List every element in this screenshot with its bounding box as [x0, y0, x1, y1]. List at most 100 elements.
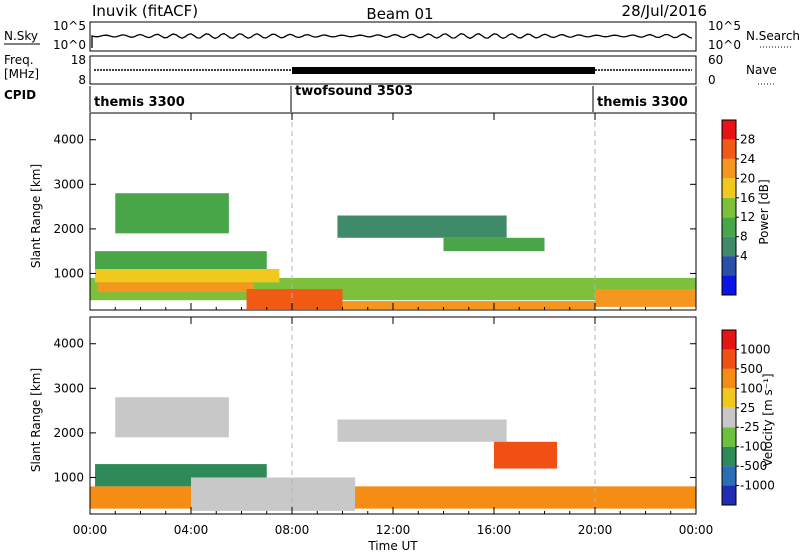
freq-label: Freq.: [4, 53, 34, 67]
y-tick-label: 4000: [53, 337, 84, 351]
power-colorbar: 28 24 20 16 12 8 4: [721, 119, 755, 296]
x-tick-label: 08:00: [275, 523, 310, 537]
colorbar-frame: [721, 329, 737, 506]
power-region: [95, 268, 280, 283]
power-y-ticks: 1000 2000 3000 4000: [53, 133, 696, 280]
colorbar-segment: [722, 139, 736, 159]
colorbar-tick-label: 20: [740, 171, 755, 185]
power-region: [443, 237, 545, 252]
colorbar-segment: [722, 217, 736, 237]
velocity-region: [337, 419, 507, 442]
velocity-y-axis-label: Slant Range [km]: [29, 368, 43, 472]
colorbar-segment: [722, 275, 736, 295]
power-gridlines: [291, 113, 596, 310]
colorbar-tick-label: 4: [740, 249, 748, 263]
power-region: [337, 215, 507, 238]
velocity-heatmap: [90, 397, 696, 511]
nsky-noise-line: [91, 32, 693, 48]
freq-left-tick-top: 18: [71, 53, 86, 67]
colorbar-tick-label: 1000: [740, 342, 771, 356]
nave-label: Nave: [746, 63, 777, 77]
colorbar-tick-label: -1000: [740, 479, 775, 493]
velocity-panel: 1000 2000 3000 4000 Slant Range [km] 1000 50…: [29, 316, 775, 515]
nsearch-label: N.Search: [746, 29, 800, 43]
nsky-left-tick-top: 10^5: [53, 19, 86, 33]
cpid-label: CPID: [4, 88, 36, 102]
y-tick-label: 2000: [53, 222, 84, 236]
nsky-right-tick-top: 10^5: [708, 19, 741, 33]
power-colorbar-label: Power [dB]: [757, 179, 771, 244]
freq-panel: Freq. [MHz] 18 8 60 0 Nave: [4, 53, 777, 87]
velocity-region: [494, 441, 558, 469]
x-tick-label: 00:00: [679, 523, 714, 537]
y-tick-label: 3000: [53, 177, 84, 191]
colorbar-tick-label: 500: [740, 362, 763, 376]
power-region: [595, 289, 696, 307]
colorbar-segment: [722, 236, 736, 257]
colorbar-tick-label: 25: [740, 401, 755, 415]
x-tick-label: 00:00: [73, 523, 108, 537]
colorbar-segment: [722, 466, 736, 486]
colorbar-segment: [722, 330, 736, 350]
colorbar-segment: [722, 197, 736, 218]
y-tick-label: 1000: [53, 266, 84, 280]
nsky-label: N.Sky: [4, 29, 38, 43]
freq-right-tick-top: 60: [708, 53, 723, 67]
colorbar-segment: [722, 349, 736, 369]
nsky-right-tick-bottom: 10^0: [708, 38, 741, 52]
x-tick-label: 12:00: [376, 523, 411, 537]
colorbar-segment: [722, 158, 736, 179]
velocity-gridlines: [291, 317, 596, 514]
colorbar-segment: [722, 427, 736, 447]
colorbar-tick-label: 28: [740, 132, 755, 146]
x-axis-label: Time UT: [367, 539, 418, 553]
colorbar-tick-label: -25: [740, 420, 760, 434]
colorbar-tick-label: 12: [740, 210, 755, 224]
station-title: Inuvik (fitACF): [92, 2, 198, 20]
y-tick-label: 2000: [53, 426, 84, 440]
colorbar-tick-label: 100: [740, 381, 763, 395]
x-axis-ticks: 00:00 04:00 08:00 12:00 16:00 20:00 00:00: [73, 113, 714, 537]
power-region: [342, 301, 595, 310]
freq-trace: [94, 67, 692, 74]
x-tick-label: 04:00: [174, 523, 209, 537]
power-region: [97, 282, 255, 293]
colorbar-frame: [721, 119, 737, 296]
colorbar-tick-label: 16: [740, 191, 755, 205]
cpid-panel: CPID themis 3300 twofsound 3503 themis 3…: [4, 84, 697, 112]
velocity-region: [90, 486, 696, 509]
colorbar-segment: [722, 485, 736, 505]
power-region: [95, 251, 267, 269]
colorbar-segment: [722, 256, 736, 276]
colorbar-tick-label: -100: [740, 440, 767, 454]
colorbar-tick-label: 24: [740, 152, 755, 166]
power-y-axis-label: Slant Range [km]: [29, 164, 43, 268]
beam-title: Beam 01: [366, 5, 433, 23]
colorbar-tick-label: -500: [740, 459, 767, 473]
colorbar-segment: [722, 407, 736, 428]
colorbar-segment: [722, 120, 736, 140]
power-heatmap: [90, 193, 696, 310]
freq-right-tick-bottom: 0: [708, 73, 716, 87]
colorbar-segment: [722, 446, 736, 467]
y-tick-label: 3000: [53, 381, 84, 395]
colorbar-tick-label: 8: [740, 230, 748, 244]
velocity-region: [115, 397, 229, 438]
power-region: [115, 193, 229, 234]
power-region: [246, 289, 343, 310]
x-tick-label: 20:00: [578, 523, 613, 537]
velocity-region: [191, 477, 356, 511]
colorbar-segment: [722, 178, 736, 198]
colorbar-segment: [722, 368, 736, 389]
y-tick-label: 1000: [53, 470, 84, 484]
x-tick-label: 16:00: [477, 523, 512, 537]
velocity-y-ticks: 1000 2000 3000 4000: [53, 337, 696, 484]
velocity-colorbar: 1000 500 100 25 -25 -100 -500 -1000: [721, 329, 775, 506]
cpid-mode-1: themis 3300: [94, 95, 185, 110]
cpid-mode-2: twofsound 3503: [295, 84, 413, 99]
nave-band: [292, 67, 595, 74]
date-title: 28/Jul/2016: [622, 2, 707, 20]
freq-left-tick-bottom: 8: [78, 73, 86, 87]
y-tick-label: 4000: [53, 133, 84, 147]
